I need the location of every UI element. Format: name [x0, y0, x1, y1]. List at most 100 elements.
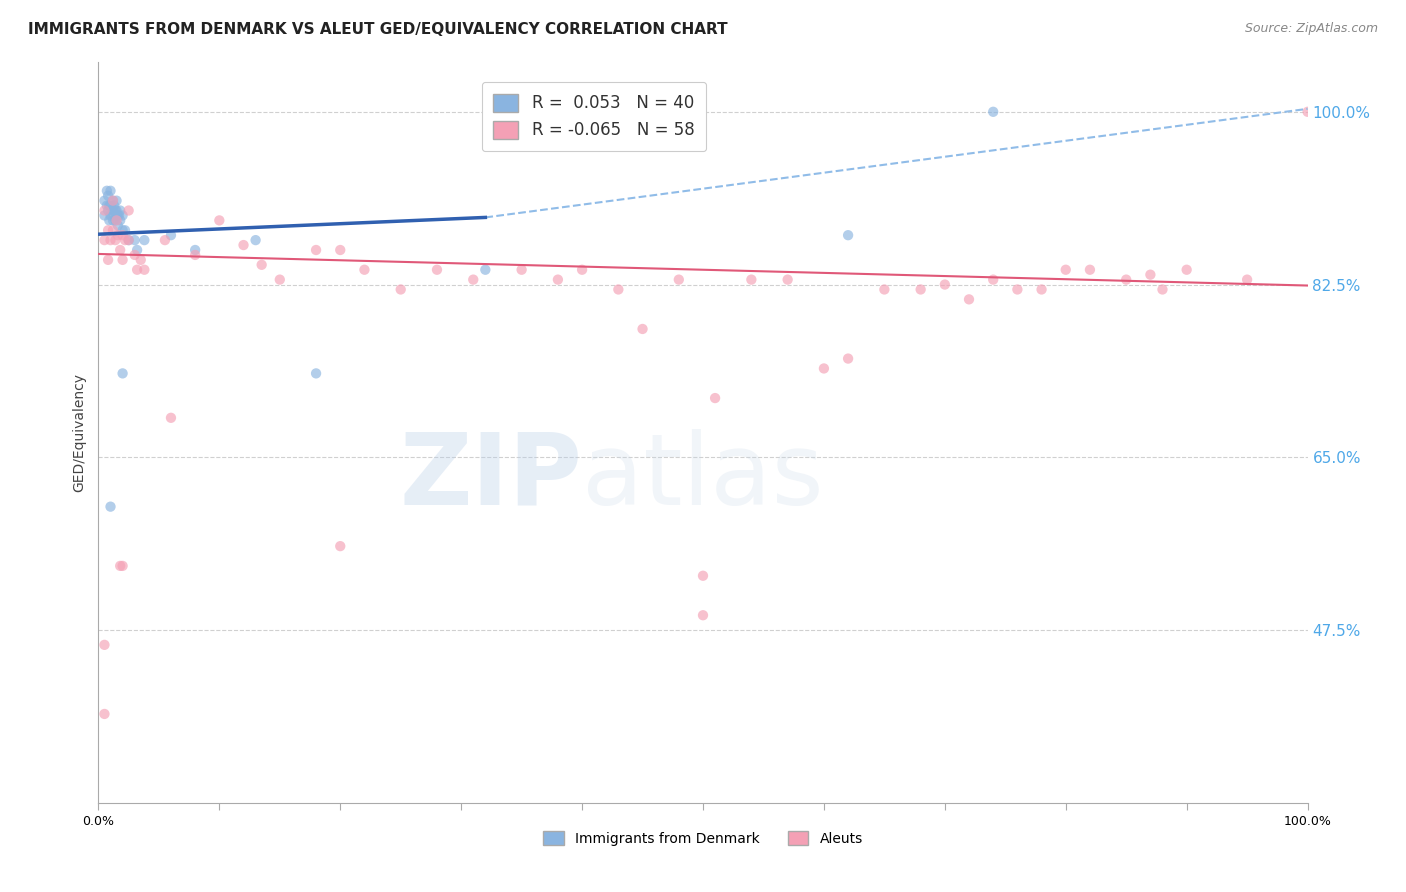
Point	[100, 500, 122, 514]
Point	[813, 361, 835, 376]
Point	[463, 272, 485, 286]
Point	[97, 203, 120, 218]
Point	[114, 223, 136, 237]
Point	[353, 262, 375, 277]
Point	[692, 568, 714, 582]
Point	[934, 277, 956, 292]
Point	[184, 243, 207, 257]
Point	[93, 209, 115, 223]
Point	[547, 272, 569, 286]
Point	[107, 228, 129, 243]
Point	[111, 223, 134, 237]
Point	[704, 391, 727, 405]
Point	[389, 283, 412, 297]
Point	[111, 558, 134, 573]
Text: Source: ZipAtlas.com: Source: ZipAtlas.com	[1244, 22, 1378, 36]
Point	[1175, 262, 1198, 277]
Point	[232, 238, 254, 252]
Point	[100, 184, 122, 198]
Point	[245, 233, 267, 247]
Point	[97, 188, 120, 202]
Point	[426, 262, 449, 277]
Point	[474, 262, 496, 277]
Point	[111, 209, 134, 223]
Point	[837, 228, 859, 243]
Point	[1296, 104, 1319, 119]
Point	[101, 223, 124, 237]
Point	[111, 228, 134, 243]
Point	[740, 272, 762, 286]
Point	[692, 608, 714, 623]
Point	[103, 198, 125, 212]
Point	[97, 252, 120, 267]
Point	[134, 233, 156, 247]
Point	[208, 213, 231, 227]
Point	[571, 262, 593, 277]
Point	[118, 203, 141, 218]
Point	[104, 233, 127, 247]
Point	[269, 272, 291, 286]
Point	[108, 209, 131, 223]
Point	[873, 283, 896, 297]
Point	[93, 233, 115, 247]
Point	[1078, 262, 1101, 277]
Point	[97, 223, 120, 237]
Point	[111, 252, 134, 267]
Point	[957, 293, 980, 307]
Point	[668, 272, 690, 286]
Point	[134, 262, 156, 277]
Point	[100, 233, 122, 247]
Text: ZIP: ZIP	[399, 428, 582, 525]
Point	[103, 209, 125, 223]
Legend: Immigrants from Denmark, Aleuts: Immigrants from Denmark, Aleuts	[537, 825, 869, 851]
Text: IMMIGRANTS FROM DENMARK VS ALEUT GED/EQUIVALENCY CORRELATION CHART: IMMIGRANTS FROM DENMARK VS ALEUT GED/EQU…	[28, 22, 728, 37]
Point	[1007, 283, 1029, 297]
Point	[105, 209, 128, 223]
Point	[1054, 262, 1077, 277]
Point	[105, 203, 128, 218]
Point	[105, 194, 128, 208]
Point	[93, 706, 115, 721]
Point	[129, 252, 152, 267]
Point	[1031, 283, 1053, 297]
Point	[124, 233, 146, 247]
Point	[93, 203, 115, 218]
Point	[98, 198, 121, 212]
Point	[108, 558, 131, 573]
Point	[104, 213, 127, 227]
Point	[111, 367, 134, 381]
Point	[1236, 272, 1258, 286]
Y-axis label: GED/Equivalency: GED/Equivalency	[73, 373, 87, 492]
Point	[107, 219, 129, 233]
Point	[981, 104, 1004, 119]
Point	[108, 243, 131, 257]
Point	[631, 322, 654, 336]
Point	[100, 209, 122, 223]
Point	[329, 243, 352, 257]
Point	[124, 248, 146, 262]
Point	[118, 233, 141, 247]
Point	[1152, 283, 1174, 297]
Point	[101, 203, 124, 218]
Point	[607, 283, 630, 297]
Point	[305, 367, 328, 381]
Point	[96, 184, 118, 198]
Point	[776, 272, 799, 286]
Point	[184, 248, 207, 262]
Point	[101, 194, 124, 208]
Point	[837, 351, 859, 366]
Point	[118, 233, 141, 247]
Point	[305, 243, 328, 257]
Point	[1139, 268, 1161, 282]
Point	[153, 233, 176, 247]
Point	[250, 258, 273, 272]
Point	[981, 272, 1004, 286]
Point	[108, 213, 131, 227]
Point	[329, 539, 352, 553]
Point	[910, 283, 932, 297]
Point	[127, 262, 149, 277]
Point	[127, 243, 149, 257]
Point	[105, 213, 128, 227]
Point	[101, 194, 124, 208]
Point	[96, 198, 118, 212]
